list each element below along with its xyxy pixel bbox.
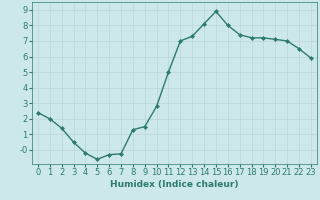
X-axis label: Humidex (Indice chaleur): Humidex (Indice chaleur) (110, 180, 239, 189)
